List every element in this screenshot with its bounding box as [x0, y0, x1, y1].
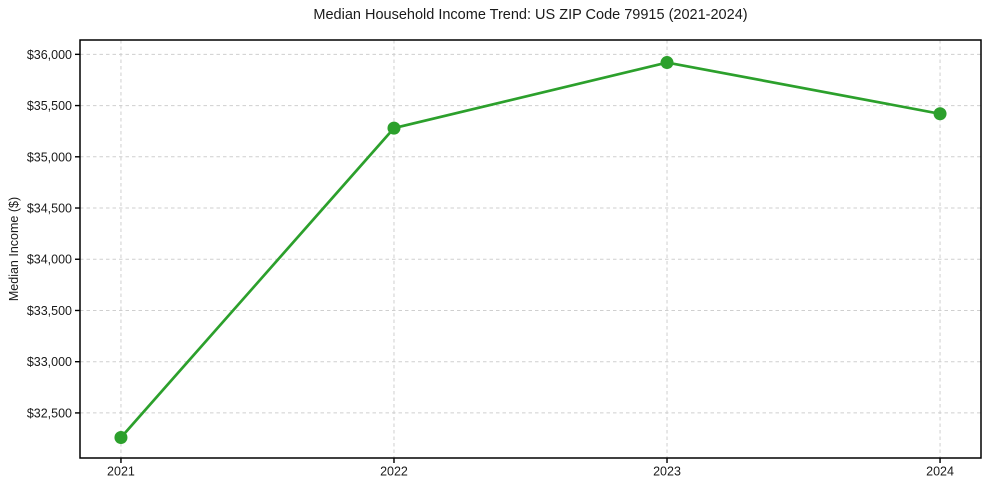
x-tick-label: 2021 [107, 465, 135, 479]
y-tick-label: $36,000 [27, 48, 72, 62]
data-point [114, 431, 128, 445]
x-tick-label: 2023 [653, 465, 681, 479]
y-tick-label: $33,500 [27, 304, 72, 318]
x-tick-label: 2022 [380, 465, 408, 479]
y-tick-label: $35,500 [27, 99, 72, 113]
y-tick-label: $35,000 [27, 150, 72, 164]
y-tick-label: $34,500 [27, 202, 72, 216]
trend-line [119, 61, 942, 439]
y-axis-label: Median Income ($) [7, 196, 21, 302]
y-tick-label: $32,500 [27, 406, 72, 420]
x-tick-label: 2024 [926, 465, 954, 479]
y-tick-label: $34,000 [27, 253, 72, 267]
plot-border [79, 39, 982, 459]
data-point [660, 56, 674, 70]
data-point [387, 121, 401, 135]
data-point [933, 107, 947, 121]
chart-title: Median Household Income Trend: US ZIP Co… [313, 7, 748, 23]
y-tick-label: $33,000 [27, 355, 72, 369]
